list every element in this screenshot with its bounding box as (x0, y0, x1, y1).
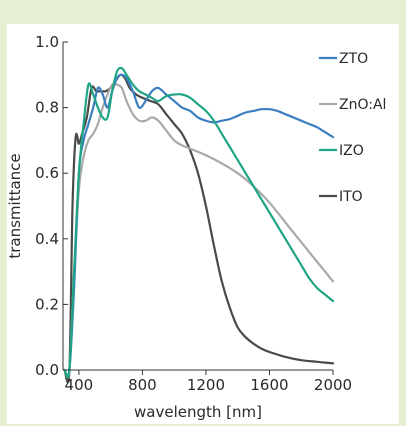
x-tick-label: 1600 (250, 376, 288, 394)
series-line-zno-al (63, 82, 335, 379)
x-tick-label: 1200 (187, 376, 225, 394)
axes: 400 800 1200 1600 2000 0.0 0.2 0.4 0.6 0.8 1.0 (35, 33, 352, 394)
chart-figure: 400 800 1200 1600 2000 0.0 0.2 0.4 0.6 0.8 1.0 wa… (7, 24, 399, 424)
legend-label: IZO (339, 143, 364, 159)
series-line-izo (63, 66, 335, 379)
transmittance-chart: 400 800 1200 1600 2000 0.0 0.2 0.4 0.6 0.8 1.0 wa… (7, 33, 386, 421)
x-ticks: 400 800 1200 1600 2000 (65, 370, 352, 394)
y-tick-label: 0.6 (35, 164, 59, 182)
x-tick-label: 400 (65, 376, 94, 394)
y-ticks: 0.0 0.2 0.4 0.6 0.8 1.0 (35, 33, 68, 379)
y-tick-label: 0.4 (35, 230, 59, 248)
legend-label: ZTO (339, 51, 368, 67)
y-tick-label: 0.0 (35, 361, 59, 379)
legend-label: ITO (339, 189, 363, 205)
y-axis-title: transmittance (7, 153, 24, 258)
series-line-zto (63, 73, 335, 378)
y-tick-label: 0.2 (35, 295, 59, 313)
series-line-ito (63, 73, 335, 384)
legend: ZTO ZnO:Al IZO ITO (319, 51, 386, 205)
y-tick-label: 1.0 (35, 33, 59, 51)
y-tick-label: 0.8 (35, 99, 59, 117)
plot-lines (63, 66, 335, 384)
x-axis-title: wavelength [nm] (134, 403, 262, 421)
legend-label: ZnO:Al (339, 97, 386, 113)
x-tick-label: 800 (128, 376, 157, 394)
x-tick-label: 2000 (314, 376, 352, 394)
